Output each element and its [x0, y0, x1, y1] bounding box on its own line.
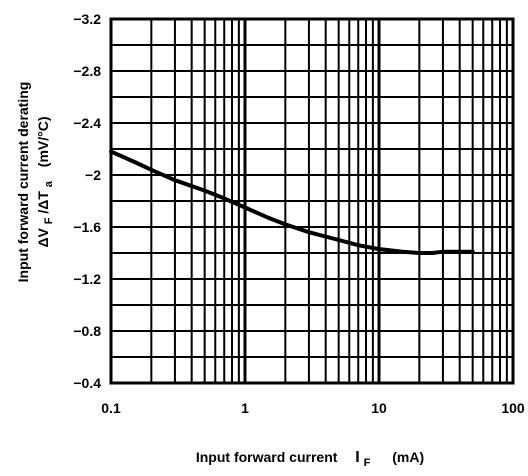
series-point — [284, 223, 287, 226]
series-point — [431, 251, 434, 255]
y-tick-label: −2.8 — [73, 63, 101, 79]
series-point — [203, 189, 206, 192]
y-axis-label-line1: Input forward current derating — [15, 82, 31, 283]
y-tick-labels: −0.4 −0.8 −1.2 −1.6 −2 −2.4 −2.8 −3.2 — [73, 11, 101, 391]
x-tick-label: 100 — [501, 400, 525, 416]
y-axis-label-sub2: a — [43, 180, 55, 187]
plot-frame — [109, 17, 515, 385]
series-point — [418, 251, 421, 255]
series-point — [173, 179, 177, 182]
y-axis-label-sub1: F — [43, 217, 55, 224]
series-point — [441, 250, 445, 253]
x-tick-label: 0.1 — [101, 400, 121, 416]
y-axis-label-unit: (mV/°C) — [35, 116, 51, 167]
y-tick-label: −3.2 — [73, 11, 101, 27]
grid — [109, 18, 515, 384]
series-point — [267, 216, 270, 220]
series-point — [109, 150, 113, 153]
series-point — [471, 250, 474, 253]
y-tick-label: −0.8 — [73, 323, 101, 339]
plot-border — [109, 17, 515, 385]
series-point — [377, 247, 381, 251]
series-point — [337, 238, 340, 242]
x-axis-label-unit: (mA) — [392, 449, 424, 465]
x-tick-label: 1 — [241, 400, 249, 416]
series-point — [150, 168, 153, 171]
series-point — [243, 206, 247, 209]
y-tick-label: −1.2 — [73, 271, 101, 287]
y-tick-label: −2.4 — [73, 115, 101, 131]
series-point — [133, 160, 136, 164]
y-tick-label: −1.6 — [73, 219, 101, 235]
series-point — [401, 250, 404, 253]
series-point — [223, 197, 226, 200]
y-axis-label-mid: /ΔT — [35, 191, 51, 214]
x-axis-label: Input forward current I F (mA) — [196, 449, 424, 469]
y-axis-label-line2: ΔV F /ΔT a (mV/°C) — [35, 116, 55, 247]
series-group — [109, 149, 475, 255]
x-axis-label-symbol: I — [355, 449, 359, 466]
series-point — [307, 231, 311, 234]
series-point — [357, 244, 360, 247]
x-axis-label-main: Input forward current — [196, 449, 338, 465]
y-tick-label: −0.4 — [73, 375, 101, 391]
x-tick-label: 10 — [371, 400, 387, 416]
x-tick-labels: 0.1 1 10 100 — [101, 400, 525, 416]
y-axis-label: Input forward current derating ΔV F /ΔT … — [15, 82, 55, 283]
y-axis-label-symbol: ΔV — [35, 227, 51, 247]
series-line — [109, 149, 475, 255]
y-tick-label: −2 — [85, 167, 101, 183]
x-axis-label-subscript: F — [364, 457, 371, 469]
